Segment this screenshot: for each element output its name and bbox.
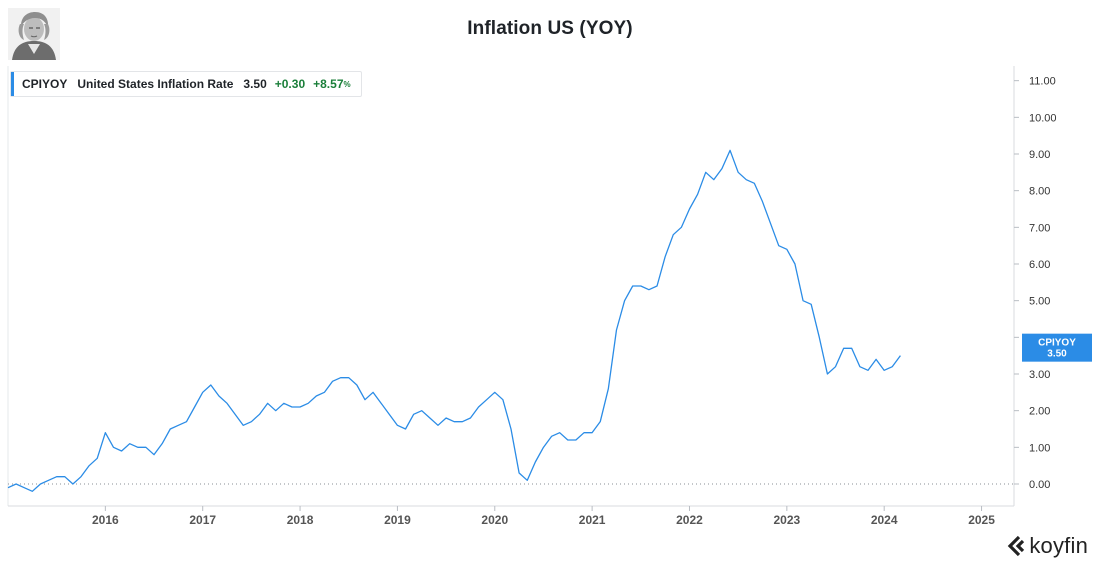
x-tick-label: 2020 (481, 513, 508, 527)
last-value-tag-label: CPIYOY (1038, 338, 1076, 349)
portrait-engraving-icon (8, 8, 60, 60)
x-tick-label: 2022 (676, 513, 703, 527)
x-tick-label: 2019 (384, 513, 411, 527)
legend-change: +0.30 (274, 77, 306, 91)
y-tick-label: 8.00 (1029, 186, 1050, 198)
y-tick-label: 7.00 (1029, 222, 1050, 234)
legend-ticker: CPIYOY (22, 77, 68, 91)
koyfin-logo-icon (1008, 535, 1025, 557)
legend[interactable]: CPIYOY United States Inflation Rate 3.50… (10, 71, 362, 97)
brand-name: koyfin (1029, 533, 1088, 558)
legend-series-name: United States Inflation Rate (77, 77, 234, 91)
legend-series-swatch (11, 72, 14, 96)
y-tick-label: 5.00 (1029, 296, 1050, 308)
x-tick-label: 2017 (189, 513, 216, 527)
y-tick-label: 6.00 (1029, 259, 1050, 271)
last-value-tag-value: 3.50 (1047, 349, 1067, 360)
y-tick-label: 11.00 (1029, 76, 1056, 88)
brand[interactable]: koyfin (1007, 533, 1088, 559)
legend-pct-change: +8.57 (313, 77, 344, 91)
x-tick-label: 2021 (579, 513, 606, 527)
legend-pct-symbol: % (343, 79, 351, 89)
y-tick-label: 0.00 (1029, 479, 1050, 491)
last-value-tag (1022, 333, 1092, 362)
y-tick-label: 9.00 (1029, 149, 1050, 161)
x-tick-label: 2016 (92, 513, 119, 527)
x-tick-label: 2024 (871, 513, 898, 527)
chart-title: Inflation US (YOY) (467, 18, 633, 39)
x-tick-label: 2023 (773, 513, 800, 527)
x-tick-label: 2018 (287, 513, 314, 527)
y-tick-label: 2.00 (1029, 406, 1050, 418)
y-tick-label: 3.00 (1029, 369, 1050, 381)
x-tick-label: 2025 (968, 513, 995, 527)
y-tick-label: 1.00 (1029, 442, 1050, 454)
legend-last-value: 3.50 (243, 77, 267, 91)
y-tick-label: 10.00 (1029, 112, 1057, 124)
series-line-cpiyoy (7, 149, 901, 492)
